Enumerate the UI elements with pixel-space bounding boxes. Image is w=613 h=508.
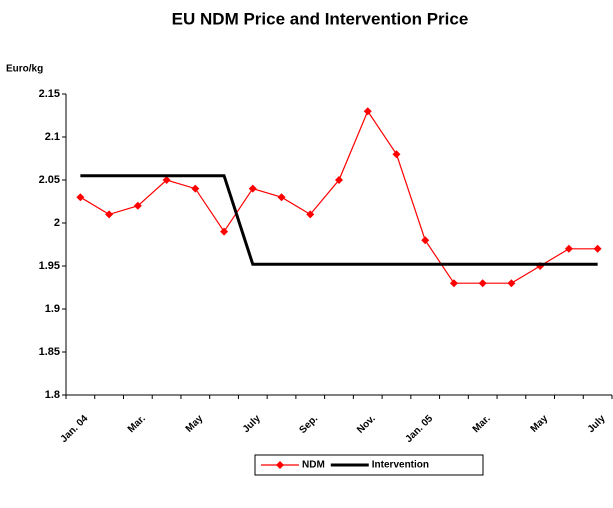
data-point [421,236,430,245]
x-tick-label: Mar. [471,413,493,435]
data-point [133,201,142,210]
x-tick-label: Jan. 04 [59,413,91,445]
data-point [191,184,200,193]
y-tick-label: 2 [54,217,60,229]
data-point [507,279,516,288]
data-point [478,279,487,288]
series-line [80,109,598,284]
y-tick-label: 1.85 [39,346,60,358]
x-tick-label: July [241,413,263,435]
series-line [80,174,598,266]
legend-label: Intervention [372,460,429,471]
data-point [277,193,286,202]
data-point [76,193,85,202]
x-tick-label: Jan. 05 [403,413,435,445]
y-tick-label: 1.9 [45,303,60,315]
y-tick-label: 1.8 [45,389,60,401]
data-point [162,176,171,184]
legend-box [254,454,484,476]
x-tick-label: July [586,413,608,435]
data-point [392,150,401,159]
x-tick-label: Mar. [126,413,148,435]
legend-label: NDM [302,460,325,471]
data-point [363,107,372,116]
y-tick-label: 2.05 [39,174,60,186]
data-point [593,244,602,253]
y-tick-label: 2.1 [45,131,60,143]
x-tick-label: Nov. [355,413,378,436]
data-point [105,210,114,219]
data-point [335,176,343,184]
data-point [306,210,315,219]
data-point [449,279,458,288]
y-axis-label: Euro/kg [6,64,43,75]
x-tick-label: May [529,413,551,435]
x-tick-label: May [184,413,206,435]
data-point [248,184,257,193]
y-tick-label: 1.95 [39,260,60,272]
data-point [564,244,573,253]
chart-title: EU NDM Price and Intervention Price [172,9,469,28]
legend-marker [276,461,284,469]
y-tick-label: 2.15 [39,88,60,100]
x-tick-label: Sep. [298,413,321,436]
data-point [220,227,229,236]
